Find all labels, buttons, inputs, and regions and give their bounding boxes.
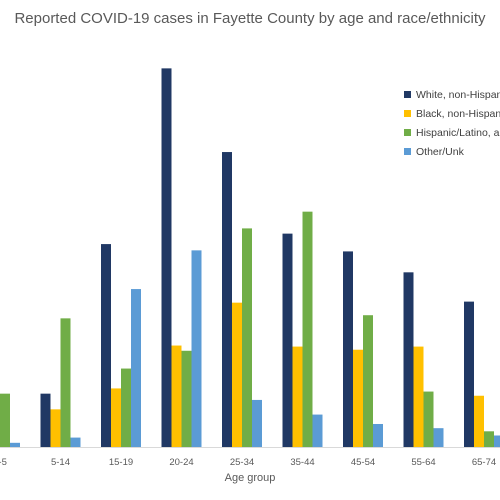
bar-65-74-black bbox=[474, 395, 484, 447]
bar-65-74-white bbox=[464, 301, 474, 447]
x-tick-label: 35-44 bbox=[290, 457, 314, 468]
bar-45-54-hispanic bbox=[363, 315, 373, 447]
x-tick-label: 45-54 bbox=[351, 457, 375, 468]
x-tick-label: 25-34 bbox=[230, 457, 254, 468]
legend-swatch bbox=[404, 129, 411, 136]
x-tick-label: 5-14 bbox=[51, 457, 70, 468]
x-tick-labels: 0-5 5-14 15-19 20-24 25-34 35-44 45-54 55-64 65-… bbox=[0, 457, 496, 468]
bar-20-24-white bbox=[161, 68, 172, 448]
legend-label: Black, non-Hispanic bbox=[416, 108, 500, 120]
bar-5-14-white bbox=[40, 393, 51, 447]
bar-35-44-black bbox=[292, 346, 303, 447]
bar-15-19-hispanic bbox=[121, 368, 131, 447]
legend-swatch bbox=[404, 91, 411, 98]
legend: White, non-Hispanic Black, non-Hispanic Hi… bbox=[404, 89, 500, 158]
bar-25-34-hispanic bbox=[242, 228, 252, 447]
bar-20-24-other bbox=[191, 250, 202, 447]
x-tick-label: 20-24 bbox=[169, 457, 193, 468]
legend-label: White, non-Hispanic bbox=[416, 89, 500, 101]
bar-15-19-other bbox=[131, 289, 141, 447]
bar-45-54-other bbox=[373, 423, 383, 447]
bar-45-54-white bbox=[343, 251, 353, 447]
bar-55-64-hispanic bbox=[423, 391, 434, 447]
bar-20-24-hispanic bbox=[181, 350, 192, 447]
x-tick-label: 15-19 bbox=[109, 457, 133, 468]
bar-65-74-hispanic bbox=[484, 431, 494, 447]
bar-15-19-white bbox=[101, 244, 111, 447]
legend-label: Hispanic/Latino, any race bbox=[416, 127, 500, 139]
x-tick-label: 65-74 bbox=[472, 457, 496, 468]
x-tick-label: 55-64 bbox=[411, 457, 435, 468]
bar-25-34-other bbox=[252, 399, 262, 447]
bar-20-24-black bbox=[171, 345, 182, 447]
bars-group bbox=[0, 68, 500, 448]
bar-65-74-other bbox=[494, 435, 500, 447]
bar-35-44-other bbox=[312, 414, 323, 447]
x-tick-label: 0-5 bbox=[0, 457, 7, 468]
chart-title: Reported COVID-19 cases in Fayette Count… bbox=[14, 10, 486, 27]
bar-35-44-hispanic bbox=[302, 211, 313, 447]
bar-0-5-other bbox=[10, 442, 20, 447]
bar-25-34-black bbox=[232, 302, 242, 447]
bar-5-14-hispanic bbox=[60, 318, 71, 447]
bar-45-54-black bbox=[353, 349, 363, 447]
bar-55-64-black bbox=[413, 346, 424, 447]
bar-55-64-white bbox=[403, 272, 414, 447]
bar-0-5-hispanic bbox=[0, 393, 10, 447]
bar-5-14-other bbox=[70, 437, 81, 447]
bar-25-34-white bbox=[222, 152, 232, 447]
legend-swatch bbox=[404, 148, 411, 155]
bar-5-14-black bbox=[50, 409, 61, 447]
bar-15-19-black bbox=[111, 388, 121, 447]
legend-swatch bbox=[404, 110, 411, 117]
legend-label: Other/Unk bbox=[416, 146, 465, 158]
bar-35-44-white bbox=[282, 233, 293, 447]
x-axis-label: Age group bbox=[224, 472, 276, 484]
bar-55-64-other bbox=[433, 428, 444, 447]
